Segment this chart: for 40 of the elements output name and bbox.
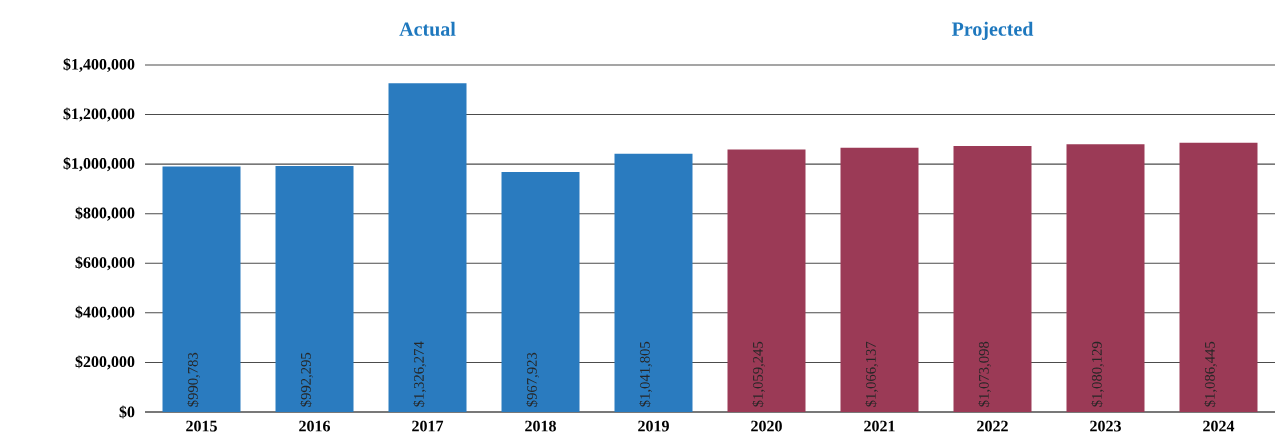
data-label: $1,073,098 [978,341,991,407]
data-label: $992,295 [300,352,313,407]
y-tick-label: $600,000 [75,256,135,271]
bar [614,153,693,412]
data-label: $1,086,445 [1204,341,1217,407]
bar [953,146,1032,412]
data-label: $967,923 [526,352,539,407]
x-tick-label: 2022 [977,420,1008,432]
bar [162,166,241,412]
data-label: $1,059,245 [752,341,765,407]
y-tick-label: $1,000,000 [63,157,135,172]
bar [727,149,806,412]
bar [1179,142,1258,412]
bar [1066,144,1145,412]
y-tick-label: $800,000 [75,206,135,221]
x-tick-label: 2023 [1090,420,1121,432]
text: Actual [399,21,456,36]
y-tick-label: $400,000 [75,305,135,320]
bar [501,172,580,412]
data-label: $1,326,274 [413,341,426,407]
y-tick-label: $200,000 [75,355,135,370]
y-tick-label: $0 [119,405,135,419]
x-tick-label: 2017 [412,420,444,432]
data-label: $990,783 [187,352,200,407]
x-tick-label: 2016 [299,420,331,432]
bar [388,83,467,412]
bar [840,147,919,412]
x-tick-label: 2021 [864,420,895,432]
bar [275,166,354,412]
y-tick-label: $1,400,000 [63,57,135,73]
text: Projected [951,21,1034,40]
data-label: $1,080,129 [1091,341,1104,407]
x-tick-label: 2024 [1203,420,1235,432]
x-tick-label: 2018 [525,420,556,432]
y-tick-label: $1,200,000 [63,107,135,122]
x-tick-label: 2020 [751,420,782,432]
data-label: $1,066,137 [865,341,878,407]
x-tick-label: 2015 [186,420,217,432]
x-tick-label: 2019 [638,420,669,432]
data-label: $1,041,805 [639,341,652,407]
